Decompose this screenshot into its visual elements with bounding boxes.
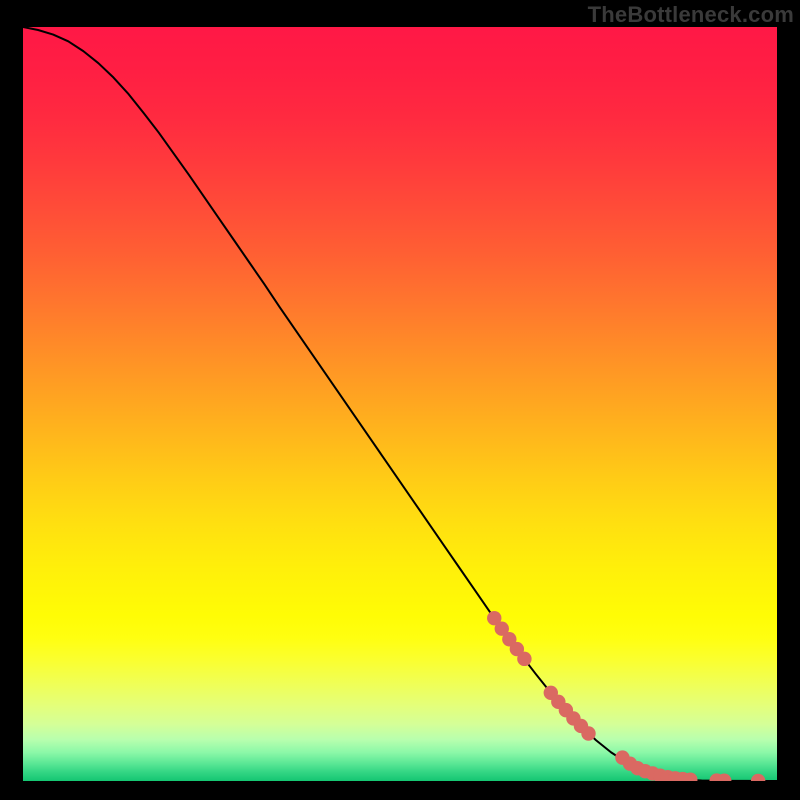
marker-point <box>581 726 595 740</box>
marker-point <box>717 774 731 788</box>
chart-stage: TheBottleneck.com <box>0 0 800 800</box>
plot-svg <box>0 0 800 800</box>
marker-point <box>751 774 765 788</box>
marker-point <box>517 652 531 666</box>
plot-background <box>23 27 777 781</box>
marker-point <box>683 772 697 786</box>
